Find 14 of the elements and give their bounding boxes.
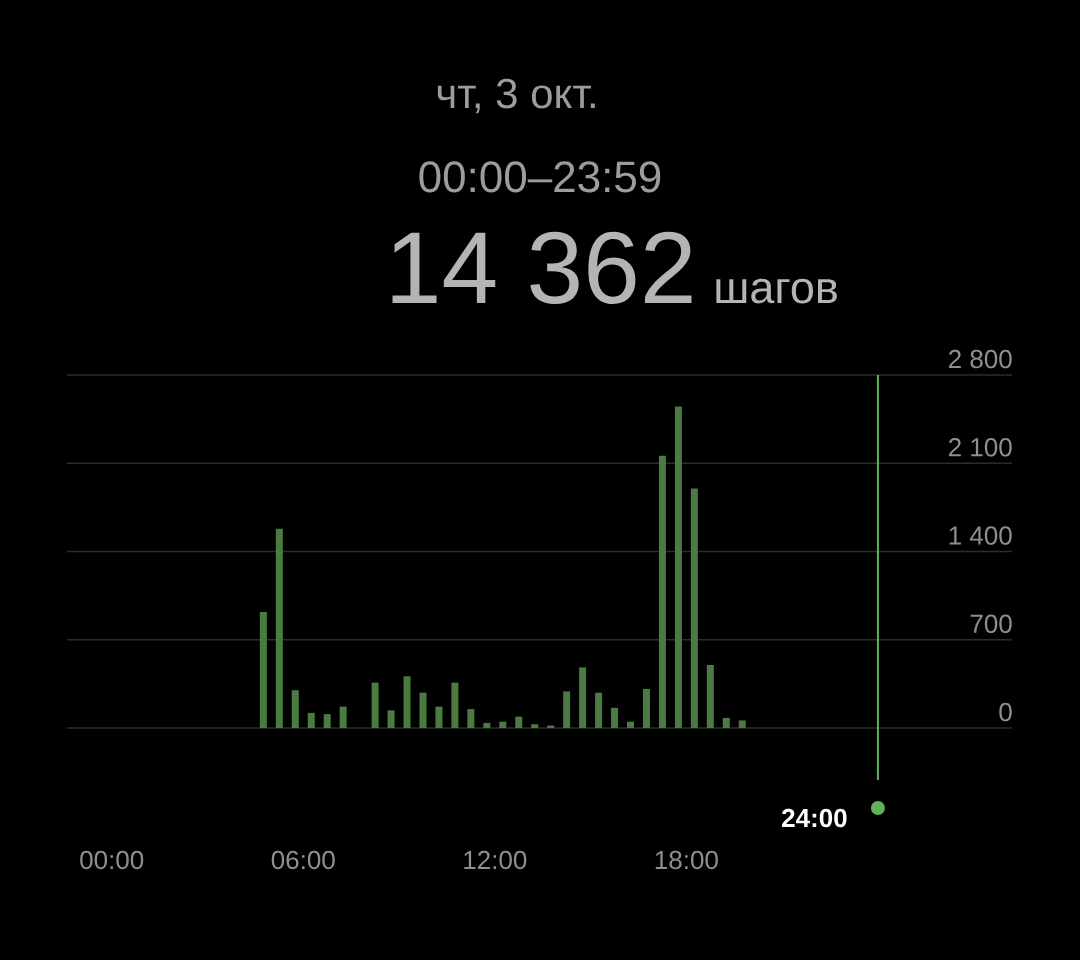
x-tick-label: 06:00 <box>271 850 335 870</box>
text: шагов <box>716 278 837 304</box>
x-tick-label: 18:00 <box>655 850 718 870</box>
y-tick-label: 2 100 <box>949 438 1012 457</box>
y-tick-label: 0 <box>999 702 1012 722</box>
x-tick-label: 12:00 <box>464 850 527 870</box>
chart-title: чт, 3 окт. <box>437 78 595 114</box>
y-tick-label: 700 <box>970 614 1012 633</box>
x-tick-label: 00:00 <box>80 850 144 870</box>
chart-subtitle: 00:00–23:59 <box>419 161 661 193</box>
y-tick-label: 2 800 <box>949 349 1012 369</box>
text: 14 362 <box>392 231 692 304</box>
y-tick-label: 1 400 <box>949 526 1012 545</box>
legend-label: 24:00 <box>782 808 847 828</box>
